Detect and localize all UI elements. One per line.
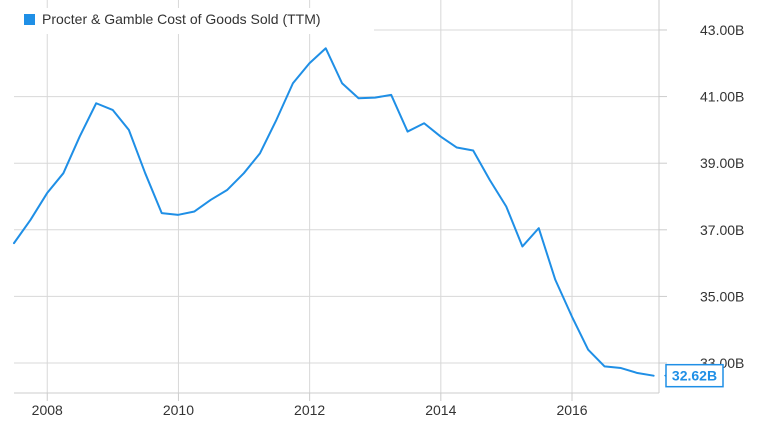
series-point xyxy=(406,130,409,133)
series-point xyxy=(488,178,491,181)
y-tick-label: 37.00B xyxy=(700,222,744,238)
series-point xyxy=(439,135,442,138)
y-tick-label: 41.00B xyxy=(700,89,744,105)
series-point xyxy=(78,135,81,138)
series-point xyxy=(652,374,655,377)
series-point xyxy=(12,242,15,245)
series-point xyxy=(193,210,196,213)
legend-background xyxy=(14,8,374,34)
series-point xyxy=(275,118,278,121)
series-point xyxy=(505,205,508,208)
series-point xyxy=(373,96,376,99)
series-point xyxy=(209,198,212,201)
series-point xyxy=(127,128,130,131)
series-point xyxy=(29,218,32,221)
series-point xyxy=(160,212,163,215)
legend: Procter & Gamble Cost of Goods Sold (TTM… xyxy=(14,8,374,34)
last-value-layer: 32.62B xyxy=(664,363,724,388)
series-point xyxy=(308,62,311,65)
x-tick-label: 2008 xyxy=(32,402,63,418)
series-point xyxy=(603,365,606,368)
x-tick-label: 2010 xyxy=(163,402,194,418)
series-point xyxy=(587,348,590,351)
series-point xyxy=(423,122,426,125)
x-tick-label: 2016 xyxy=(556,402,587,418)
series-point xyxy=(636,371,639,374)
legend-marker xyxy=(24,14,35,25)
series-point xyxy=(554,278,557,281)
series-point xyxy=(291,82,294,85)
series-layer xyxy=(12,47,655,377)
x-tick-label: 2012 xyxy=(294,402,325,418)
series-point xyxy=(521,245,524,248)
series-point xyxy=(144,172,147,175)
series-point xyxy=(95,102,98,105)
series-point xyxy=(258,152,261,155)
series-point xyxy=(324,47,327,50)
series-point xyxy=(45,192,48,195)
series-point xyxy=(62,172,65,175)
series-point xyxy=(177,213,180,216)
x-tick-label: 2014 xyxy=(425,402,456,418)
series-point xyxy=(537,227,540,230)
tick-labels-layer: 33.00B35.00B37.00B39.00B41.00B43.00B2008… xyxy=(32,22,745,418)
series-line xyxy=(13,47,655,377)
series-point xyxy=(390,93,393,96)
y-tick-label: 35.00B xyxy=(700,288,744,304)
axes-layer xyxy=(14,0,667,401)
y-tick-label: 43.00B xyxy=(700,22,744,38)
last-value-box xyxy=(665,363,724,388)
y-tick-label: 39.00B xyxy=(700,155,744,171)
series-point xyxy=(619,366,622,369)
series-point xyxy=(455,146,458,149)
series-point xyxy=(357,97,360,100)
series-point xyxy=(111,108,114,111)
series-point xyxy=(340,82,343,85)
grid-layer xyxy=(14,0,659,393)
series-point xyxy=(242,172,245,175)
legend-label: Procter & Gamble Cost of Goods Sold (TTM… xyxy=(42,11,321,27)
last-value-label: 32.62B xyxy=(672,368,717,384)
series-point xyxy=(570,315,573,318)
series-point xyxy=(472,149,475,152)
series-point xyxy=(226,188,229,191)
